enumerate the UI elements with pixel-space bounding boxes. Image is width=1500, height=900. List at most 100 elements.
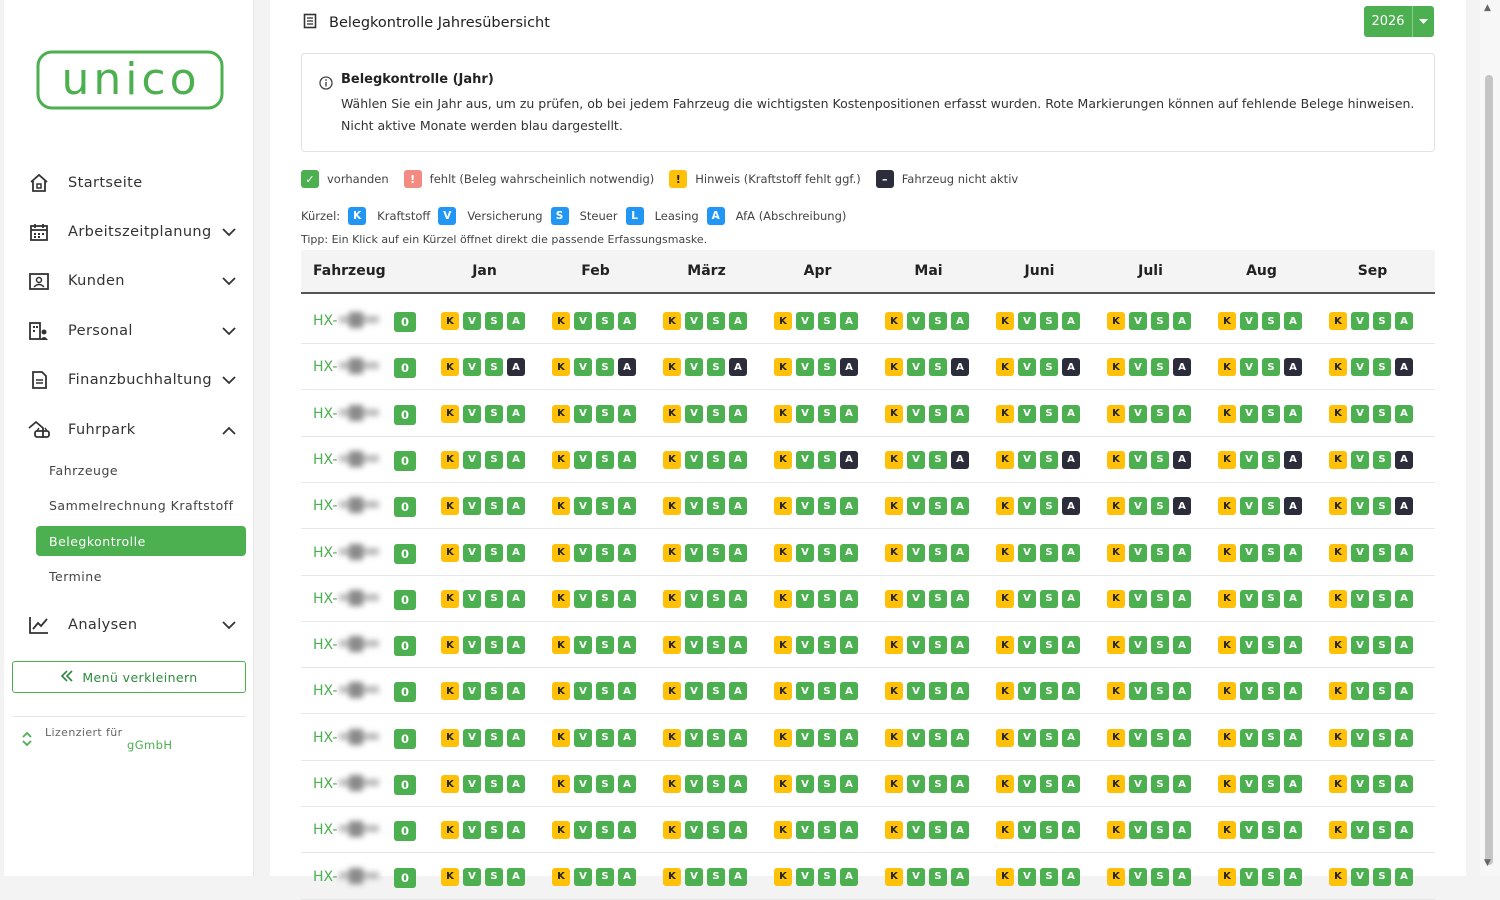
badge-s[interactable]: S: [485, 358, 503, 377]
scroll-up-icon[interactable]: ▲: [1484, 3, 1491, 13]
badge-v[interactable]: V: [1018, 867, 1036, 886]
badge-k[interactable]: K: [996, 589, 1014, 608]
nav-kunden[interactable]: Kunden: [24, 261, 239, 301]
badge-v[interactable]: V: [574, 450, 592, 469]
badge-k[interactable]: K: [774, 589, 792, 608]
vehicle-plate-link[interactable]: HX-: [313, 313, 338, 329]
missing-count-badge[interactable]: 0: [394, 636, 416, 657]
badge-a[interactable]: A: [1173, 543, 1191, 562]
badge-k[interactable]: K: [996, 775, 1014, 793]
badge-k[interactable]: K: [1107, 775, 1125, 793]
badge-v[interactable]: V: [1018, 497, 1036, 516]
badge-a[interactable]: A: [1284, 543, 1302, 562]
badge-v[interactable]: V: [685, 589, 703, 608]
badge-k[interactable]: K: [885, 682, 903, 701]
badge-s[interactable]: S: [707, 867, 725, 886]
badge-s[interactable]: S: [1262, 682, 1280, 701]
badge-v[interactable]: V: [907, 497, 925, 516]
badge-a[interactable]: A: [951, 497, 969, 516]
badge-s[interactable]: S: [1040, 312, 1058, 330]
missing-count-badge[interactable]: 0: [394, 404, 416, 425]
badge-a[interactable]: A: [507, 450, 525, 469]
badge-k[interactable]: K: [774, 543, 792, 562]
badge-a[interactable]: A: [1395, 404, 1413, 423]
badge-a[interactable]: A: [507, 728, 525, 747]
badge-a[interactable]: A: [1062, 775, 1080, 793]
vehicle-plate-link[interactable]: HX-: [313, 729, 338, 746]
badge-v[interactable]: V: [796, 404, 814, 423]
badge-v[interactable]: V: [685, 312, 703, 330]
badge-v[interactable]: V: [1240, 867, 1258, 886]
badge-s[interactable]: S: [929, 404, 947, 423]
badge-v[interactable]: V: [685, 497, 703, 516]
vehicle-plate-link[interactable]: HX-: [313, 359, 338, 376]
badge-v[interactable]: V: [463, 821, 481, 840]
badge-k[interactable]: K: [552, 821, 570, 840]
badge-a[interactable]: A: [1173, 775, 1191, 793]
badge-k[interactable]: K: [1218, 497, 1236, 516]
badge-v[interactable]: V: [796, 543, 814, 562]
badge-v[interactable]: V: [463, 450, 481, 469]
badge-k[interactable]: K: [885, 728, 903, 747]
badge-k[interactable]: K: [885, 543, 903, 562]
badge-a[interactable]: A: [1395, 543, 1413, 562]
badge-s[interactable]: S: [707, 312, 725, 330]
badge-s[interactable]: S: [485, 450, 503, 469]
badge-s[interactable]: S: [818, 312, 836, 330]
badge-a[interactable]: A: [729, 682, 747, 701]
badge-a[interactable]: A: [1284, 867, 1302, 886]
collapse-menu-button[interactable]: Menü verkleinern: [12, 661, 246, 693]
badge-a[interactable]: A: [507, 636, 525, 655]
badge-a[interactable]: A: [1395, 728, 1413, 747]
scrollbar-thumb[interactable]: [1485, 75, 1493, 865]
badge-a[interactable]: A: [840, 543, 858, 562]
badge-a[interactable]: A: [1062, 543, 1080, 562]
badge-a[interactable]: A: [951, 821, 969, 840]
badge-a[interactable]: A: [951, 450, 969, 469]
badge-k[interactable]: K: [1329, 867, 1347, 886]
badge-s[interactable]: S: [707, 497, 725, 516]
badge-a[interactable]: A: [1062, 497, 1080, 516]
badge-v[interactable]: V: [1240, 589, 1258, 608]
badge-v[interactable]: V: [907, 312, 925, 330]
badge-a[interactable]: A: [951, 867, 969, 886]
badge-v[interactable]: V: [1129, 543, 1147, 562]
badge-k[interactable]: K: [774, 497, 792, 516]
badge-v[interactable]: V: [907, 450, 925, 469]
badge-k[interactable]: K: [774, 775, 792, 793]
badge-s[interactable]: S: [1373, 589, 1391, 608]
badge-k[interactable]: K: [1107, 589, 1125, 608]
badge-s[interactable]: S: [1040, 450, 1058, 469]
badge-v[interactable]: V: [796, 450, 814, 469]
badge-k[interactable]: K: [996, 404, 1014, 423]
badge-k[interactable]: K: [1107, 636, 1125, 655]
badge-v[interactable]: V: [463, 728, 481, 747]
badge-s[interactable]: S: [929, 497, 947, 516]
vehicle-plate-link[interactable]: HX-: [313, 637, 338, 654]
badge-a[interactable]: A: [1395, 497, 1413, 516]
badge-v[interactable]: V: [574, 497, 592, 516]
badge-s[interactable]: S: [1040, 775, 1058, 793]
badge-k[interactable]: K: [1107, 682, 1125, 701]
badge-v[interactable]: V: [463, 775, 481, 793]
badge-s[interactable]: S: [1040, 821, 1058, 840]
badge-k[interactable]: K: [441, 636, 459, 655]
badge-s[interactable]: S: [1373, 497, 1391, 516]
badge-s[interactable]: S: [707, 775, 725, 793]
badge-s[interactable]: S: [1040, 728, 1058, 747]
badge-s[interactable]: S: [1040, 404, 1058, 423]
badge-a[interactable]: A: [840, 867, 858, 886]
badge-a[interactable]: A: [1173, 404, 1191, 423]
badge-a[interactable]: A: [507, 682, 525, 701]
badge-a[interactable]: A: [729, 312, 747, 330]
badge-k[interactable]: K: [1329, 450, 1347, 469]
vehicle-plate-link[interactable]: HX-: [313, 451, 338, 468]
badge-v[interactable]: V: [685, 404, 703, 423]
badge-s[interactable]: S: [1151, 636, 1169, 655]
badge-s[interactable]: S: [707, 636, 725, 655]
badge-k[interactable]: K: [552, 589, 570, 608]
badge-s[interactable]: S: [485, 543, 503, 562]
badge-a[interactable]: A: [840, 450, 858, 469]
badge-k[interactable]: K: [552, 543, 570, 562]
badge-v[interactable]: V: [1129, 775, 1147, 793]
